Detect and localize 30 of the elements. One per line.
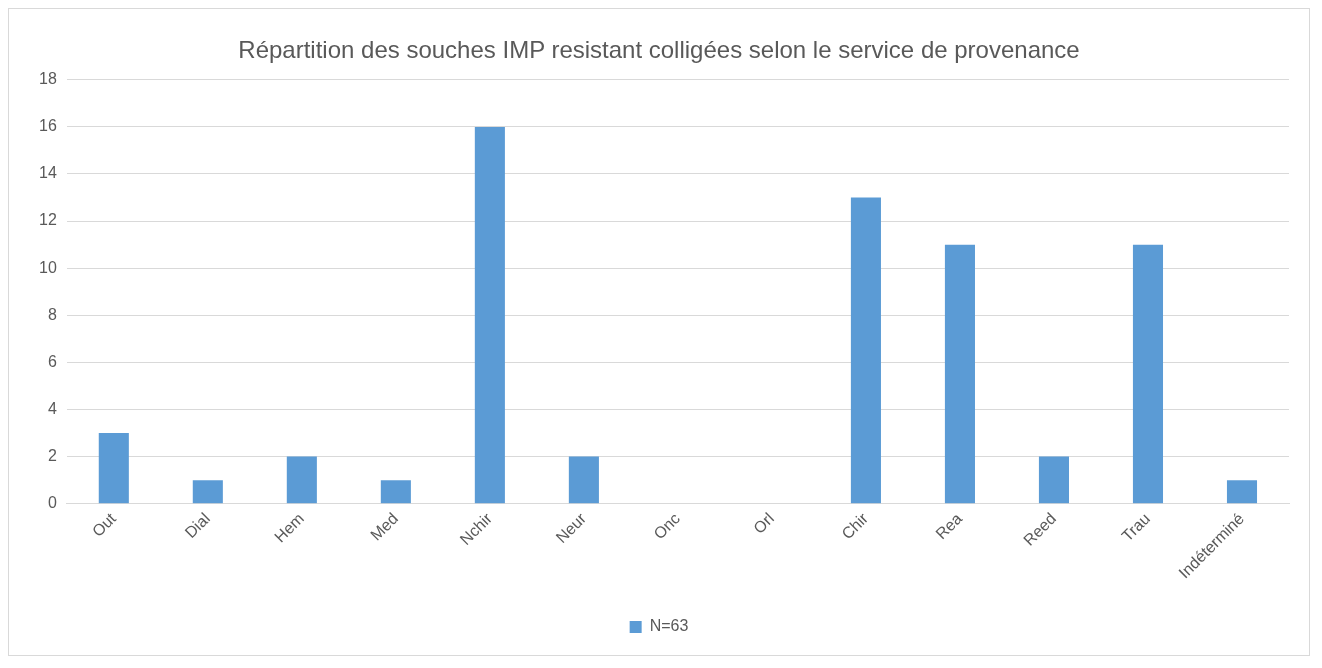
y-tick-label: 16 <box>39 117 57 135</box>
y-tick-label: 14 <box>39 164 57 182</box>
y-tick-label: 2 <box>47 446 57 464</box>
x-tick-label: Orl <box>750 509 778 537</box>
x-tick-label: Chir <box>838 509 872 543</box>
bar <box>380 480 411 504</box>
bar <box>192 480 223 504</box>
y-tick-label: 18 <box>39 70 57 88</box>
x-tick-label: Trau <box>1118 509 1154 545</box>
x-tick-label: Dial <box>181 509 214 542</box>
x-tick-label: Onc <box>650 509 684 543</box>
bar <box>568 456 599 504</box>
bar <box>286 456 317 504</box>
bar <box>1226 480 1258 504</box>
bar <box>1038 456 1069 504</box>
y-tick-label: 4 <box>47 399 57 417</box>
chart-title: Répartition des souches IMP resistant colligées selon le service de provenance <box>238 36 1080 64</box>
y-tick-label: 12 <box>39 211 57 229</box>
x-tick-label: Rea <box>932 509 966 543</box>
y-tick-label: 0 <box>47 494 57 512</box>
bar <box>98 433 129 504</box>
y-tick-label: 8 <box>47 305 57 323</box>
bar <box>474 126 505 504</box>
bar <box>944 244 975 504</box>
legend-label: N=63 <box>649 617 689 635</box>
x-tick-label: Out <box>88 509 120 540</box>
y-tick-label: 10 <box>39 258 57 276</box>
bar <box>850 197 881 504</box>
y-tick-label: 6 <box>47 352 57 370</box>
bar <box>1132 244 1164 504</box>
